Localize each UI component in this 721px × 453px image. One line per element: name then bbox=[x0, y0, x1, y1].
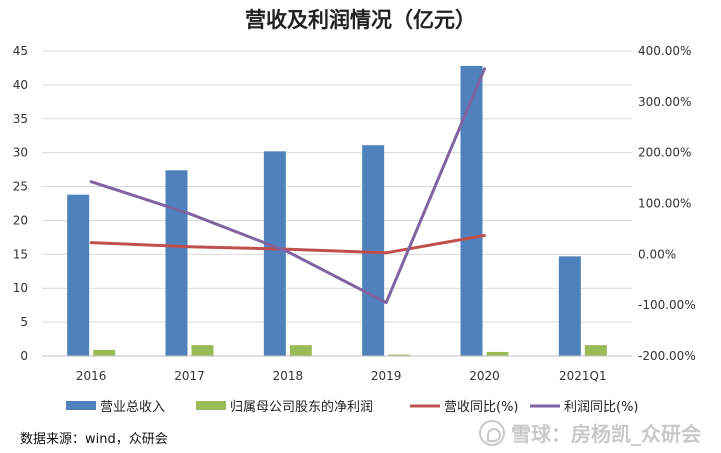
y-left-tick-label: 15 bbox=[13, 247, 28, 261]
x-tick-label: 2016 bbox=[76, 369, 107, 383]
bar-net-profit bbox=[388, 354, 411, 356]
y-left-tick-label: 20 bbox=[13, 213, 28, 227]
bar-revenue bbox=[263, 151, 286, 356]
line-profit-yoy bbox=[89, 67, 486, 305]
x-tick-label: 2020 bbox=[469, 369, 500, 383]
bar-net-profit bbox=[486, 351, 509, 356]
snowball-logo-icon bbox=[479, 419, 505, 446]
bar-revenue bbox=[460, 65, 483, 357]
data-source-note: 数据来源：wind，众研会 bbox=[20, 432, 168, 447]
watermark-text: 雪球：房杨凯_众研会 bbox=[511, 422, 701, 446]
y-right-tick-label: -200.00% bbox=[638, 349, 696, 363]
y-right-tick-label: 0.00% bbox=[638, 247, 676, 261]
line-series bbox=[89, 67, 486, 305]
y-left-tick-label: 45 bbox=[13, 44, 28, 58]
bar-revenue bbox=[558, 256, 581, 356]
y-left-tick-label: 30 bbox=[13, 146, 28, 160]
chart-title: 营收及利润情况（亿元） bbox=[245, 7, 476, 32]
y-left-tick-label: 0 bbox=[20, 349, 28, 363]
bar-revenue bbox=[67, 194, 90, 356]
bar-net-profit bbox=[93, 349, 116, 356]
y-right-tick-label: 400.00% bbox=[638, 44, 691, 58]
axes: 0 5 10 15 20 25 30 35 40 45 -200.00% -100.00% 0.00% 1… bbox=[13, 44, 696, 383]
y-right-tick-label: -100.00% bbox=[638, 298, 696, 312]
watermark: 雪球：房杨凯_众研会 bbox=[479, 418, 701, 447]
legend-swatch bbox=[196, 401, 226, 410]
bar-net-profit bbox=[191, 345, 214, 356]
y-left-tick-label: 5 bbox=[20, 315, 28, 329]
y-left-tick-label: 10 bbox=[13, 281, 28, 295]
legend-label: 归属母公司股东的净利润 bbox=[230, 399, 373, 415]
y-left-tick-label: 35 bbox=[13, 112, 28, 126]
x-tick-label: 2019 bbox=[371, 369, 402, 383]
legend-label: 营业总收入 bbox=[100, 400, 165, 415]
legend: 营业总收入 归属母公司股东的净利润 营收同比(%) 利润同比(%) bbox=[66, 399, 639, 415]
x-tick-label: 2017 bbox=[174, 369, 205, 383]
legend-label: 营收同比(%) bbox=[444, 400, 519, 415]
y-left-tick-label: 40 bbox=[13, 78, 28, 92]
y-right-tick-label: 100.00% bbox=[638, 197, 691, 211]
bar-revenue bbox=[362, 145, 385, 356]
legend-swatch bbox=[66, 401, 96, 410]
x-tick-label: 2021Q1 bbox=[559, 369, 607, 383]
y-right-tick-label: 300.00% bbox=[638, 95, 691, 109]
x-tick-label: 2018 bbox=[273, 369, 304, 383]
bar-net-profit bbox=[289, 345, 312, 356]
y-left-tick-label: 25 bbox=[13, 180, 28, 194]
bar-revenue bbox=[165, 170, 188, 356]
bar-net-profit bbox=[584, 345, 607, 356]
legend-label: 利润同比(%) bbox=[564, 400, 639, 415]
y-right-tick-label: 200.00% bbox=[638, 146, 691, 160]
grid-lines bbox=[42, 50, 632, 357]
bar-series bbox=[67, 65, 607, 357]
